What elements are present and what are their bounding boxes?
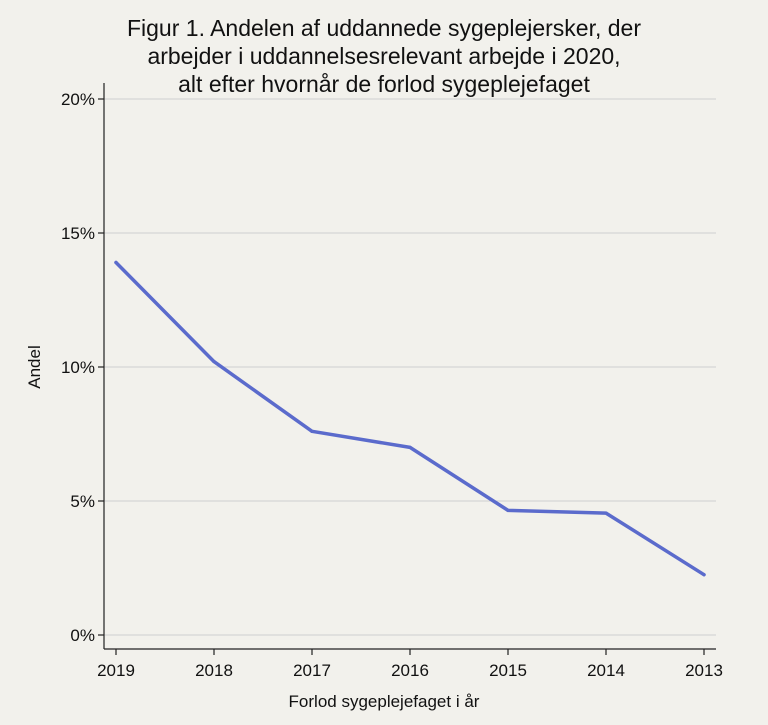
data-point (702, 573, 706, 577)
series-line (114, 260, 706, 577)
axes (103, 83, 716, 650)
x-tick-label: 2015 (489, 661, 527, 680)
chart-title-line-1: Figur 1. Andelen af uddannede sygeplejer… (127, 15, 641, 41)
data-point (310, 429, 314, 433)
chart-title-line-3: alt efter hvornår de forlod sygeplejefag… (178, 71, 590, 97)
series (114, 260, 706, 577)
x-tick-label: 2013 (685, 661, 723, 680)
y-tick-label: 15% (61, 224, 95, 243)
x-tick-label: 2017 (293, 661, 331, 680)
y-tick-label: 5% (70, 492, 95, 511)
data-point (506, 508, 510, 512)
y-tick-label: 0% (70, 626, 95, 645)
y-tick-label: 20% (61, 90, 95, 109)
y-tick-label: 10% (61, 358, 95, 377)
data-point (408, 445, 412, 449)
chart-title: Figur 1. Andelen af uddannede sygeplejer… (127, 15, 641, 97)
x-tick-label: 2016 (391, 661, 429, 680)
x-tick-label: 2018 (195, 661, 233, 680)
data-point (604, 511, 608, 515)
y-gridlines (104, 98, 716, 636)
x-tick-labels: 2019 2018 2017 2016 2015 2014 2013 (97, 649, 723, 680)
x-tick-label: 2014 (587, 661, 625, 680)
y-tick-labels: 0% 5% 10% 15% 20% (61, 90, 104, 645)
y-axis-label: Andel (25, 345, 44, 388)
x-tick-label: 2019 (97, 661, 135, 680)
chart-title-line-2: arbejder i uddannelsesrelevant arbejde i… (147, 43, 620, 69)
x-axis-label: Forlod sygeplejefaget i år (289, 692, 480, 711)
data-point (212, 360, 216, 364)
data-point (114, 260, 118, 265)
